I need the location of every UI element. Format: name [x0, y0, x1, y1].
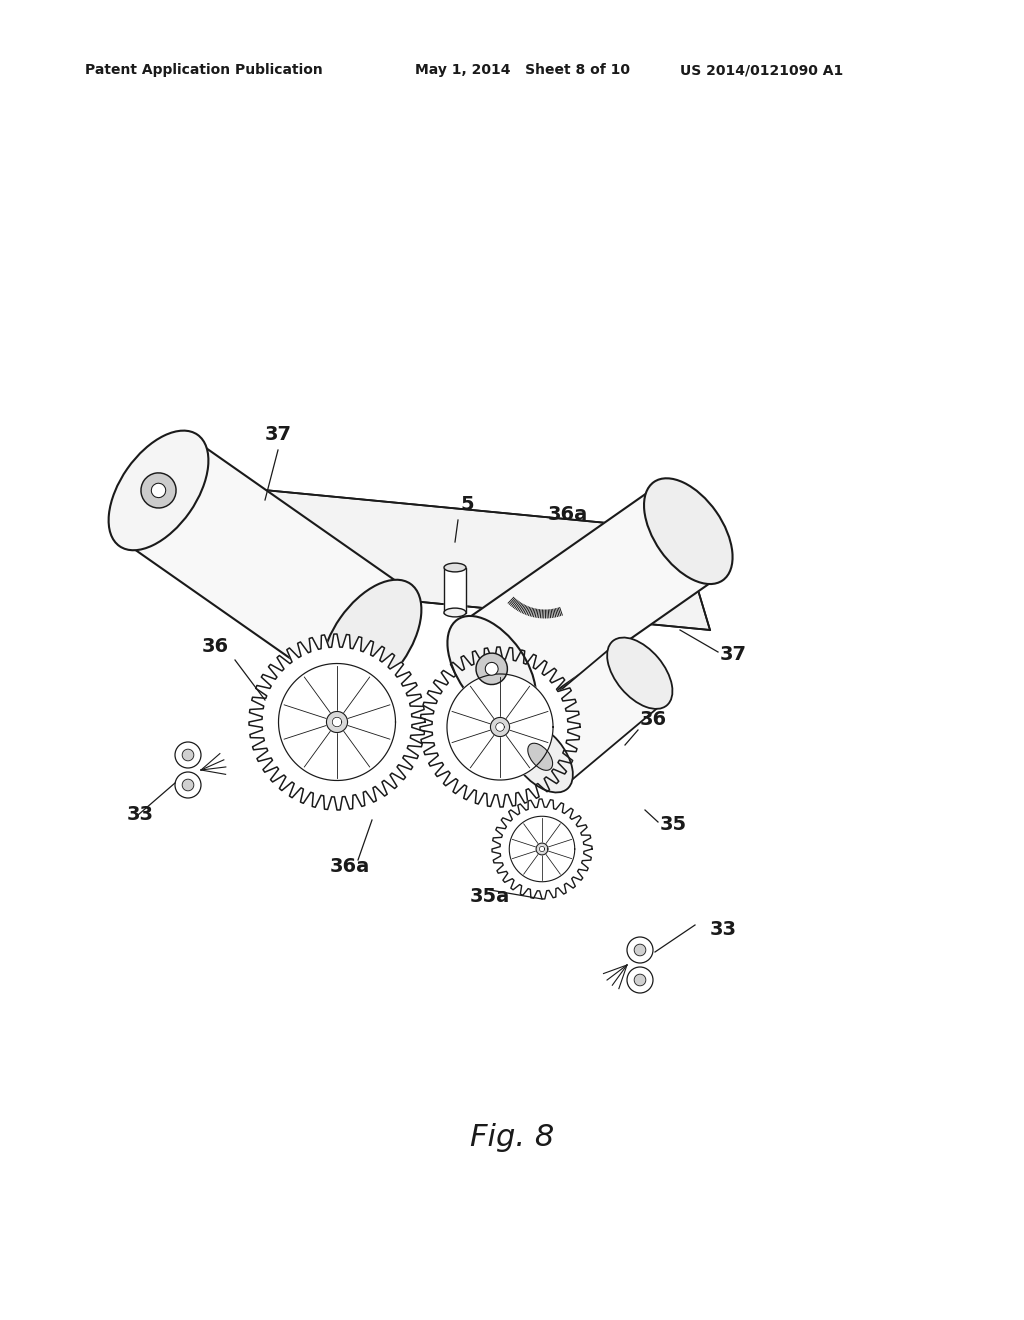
Polygon shape — [279, 664, 395, 780]
Ellipse shape — [485, 663, 498, 676]
Polygon shape — [537, 843, 548, 855]
Text: 37: 37 — [720, 645, 746, 664]
Polygon shape — [332, 717, 342, 727]
Text: 35a: 35a — [470, 887, 510, 906]
Text: 33: 33 — [710, 920, 737, 939]
Text: Patent Application Publication: Patent Application Publication — [85, 63, 323, 77]
Text: 37: 37 — [264, 425, 292, 444]
Polygon shape — [123, 440, 408, 690]
Text: 5: 5 — [460, 495, 474, 513]
Circle shape — [175, 772, 201, 799]
Circle shape — [627, 968, 653, 993]
Ellipse shape — [607, 638, 673, 709]
Ellipse shape — [444, 609, 466, 616]
Ellipse shape — [527, 743, 553, 771]
Text: 36: 36 — [640, 710, 667, 729]
Text: US 2014/0121090 A1: US 2014/0121090 A1 — [680, 63, 843, 77]
Polygon shape — [496, 723, 504, 731]
Ellipse shape — [109, 430, 209, 550]
Ellipse shape — [644, 478, 732, 583]
Text: 36a: 36a — [330, 857, 370, 876]
Polygon shape — [540, 846, 545, 851]
Polygon shape — [492, 799, 592, 899]
Text: 36a: 36a — [548, 506, 588, 524]
Polygon shape — [516, 644, 665, 785]
Polygon shape — [460, 486, 720, 714]
Circle shape — [634, 944, 646, 956]
Ellipse shape — [476, 653, 508, 685]
Polygon shape — [509, 816, 574, 882]
Circle shape — [634, 974, 646, 986]
Text: 33: 33 — [127, 805, 154, 824]
Circle shape — [627, 937, 653, 964]
Ellipse shape — [141, 473, 176, 508]
Ellipse shape — [444, 564, 466, 572]
Polygon shape — [327, 711, 347, 733]
Text: 36: 36 — [202, 638, 228, 656]
Ellipse shape — [152, 483, 166, 498]
Polygon shape — [420, 647, 580, 807]
Ellipse shape — [508, 721, 572, 792]
Polygon shape — [446, 675, 553, 780]
Circle shape — [175, 742, 201, 768]
Circle shape — [182, 779, 194, 791]
Polygon shape — [249, 634, 425, 810]
Circle shape — [182, 750, 194, 760]
Polygon shape — [444, 568, 466, 612]
Polygon shape — [490, 718, 510, 737]
Polygon shape — [160, 480, 710, 630]
Text: 35: 35 — [660, 814, 687, 834]
Ellipse shape — [447, 616, 536, 722]
Ellipse shape — [322, 579, 422, 700]
Text: Fig. 8: Fig. 8 — [470, 1123, 554, 1152]
Text: May 1, 2014   Sheet 8 of 10: May 1, 2014 Sheet 8 of 10 — [415, 63, 630, 77]
